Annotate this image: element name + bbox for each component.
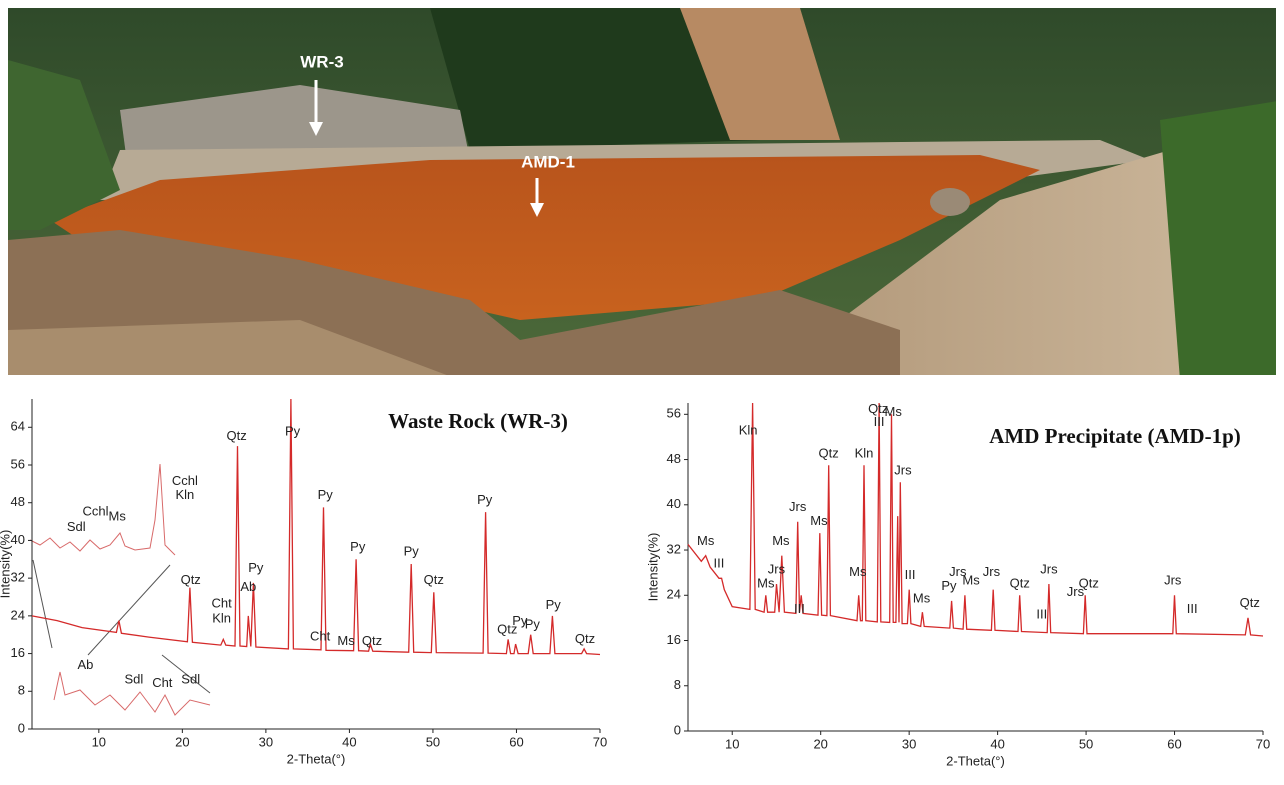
y-tick-label: 8 [18, 683, 25, 698]
peak-label: Jrs [894, 462, 912, 477]
peak-label: Py [404, 544, 420, 559]
y-tick-label: 24 [11, 607, 25, 622]
y-tick-label: 32 [11, 570, 25, 585]
x-tick-label: 30 [902, 736, 916, 751]
peak-label: Ms [913, 591, 931, 606]
x-tick-label: 40 [990, 736, 1004, 751]
peak-label: Ms [849, 564, 867, 579]
peak-label: Jrs [983, 564, 1001, 579]
peak-label: Kln [739, 423, 758, 438]
peak-label: Py [546, 597, 562, 612]
x-tick-label: 20 [813, 736, 827, 751]
chart-title: AMD Precipitate (AMD-1p) [989, 424, 1241, 448]
peak-label: III [1187, 601, 1198, 616]
peak-label: Cchl [172, 473, 198, 488]
peak-label: Sdl [181, 671, 200, 686]
peak-label: Ms [109, 508, 127, 523]
peak-label: III [905, 567, 916, 582]
peak-label: Py [477, 492, 493, 507]
x-tick-label: 70 [1256, 736, 1270, 751]
x-axis-title: 2-Theta(°) [287, 751, 346, 766]
peak-label: Ms [962, 573, 980, 588]
peak-label: III [874, 414, 885, 429]
peak-label: Qtz [819, 445, 839, 460]
x-tick-label: 10 [92, 734, 106, 749]
peak-label: Ms [337, 633, 355, 648]
y-tick-label: 48 [11, 494, 25, 509]
chart-title: Waste Rock (WR-3) [388, 409, 568, 433]
peak-label: Cht [152, 675, 173, 690]
peak-label: Qtz [1079, 575, 1099, 590]
peak-label: Qtz [227, 428, 247, 443]
x-tick-label: 40 [342, 734, 356, 749]
peak-label: III [794, 601, 805, 616]
photo-label: WR-3 [300, 52, 343, 71]
peak-label: Py [350, 539, 366, 554]
y-tick-label: 8 [674, 677, 681, 692]
peak-label: Py [525, 617, 541, 632]
peak-label: Sdl [67, 519, 86, 534]
y-tick-label: 64 [11, 419, 25, 434]
peak-label: Py [941, 578, 957, 593]
peak-label: Qtz [1240, 595, 1260, 610]
x-tick-label: 70 [593, 734, 607, 749]
y-axis-title: Intensity(%) [645, 533, 660, 602]
peak-label: Cht [211, 596, 232, 611]
x-tick-label: 50 [1079, 736, 1093, 751]
y-tick-label: 32 [667, 541, 681, 556]
y-tick-label: 24 [667, 587, 681, 602]
y-tick-label: 56 [667, 406, 681, 421]
peak-label: Jrs [1164, 573, 1182, 588]
y-tick-label: 16 [667, 632, 681, 647]
peak-label: Cchl [82, 504, 108, 519]
peak-label: Ms [697, 533, 715, 548]
y-axis-title: Intensity(%) [0, 530, 12, 599]
x-tick-label: 50 [426, 734, 440, 749]
peak-label: Ab [78, 657, 94, 672]
peak-label: Kln [212, 611, 231, 626]
peak-label: Cht [310, 629, 331, 644]
peak-label: III [714, 556, 725, 571]
peak-label: Py [285, 423, 301, 438]
peak-label: Qtz [181, 572, 201, 587]
peak-label: Jrs [1040, 561, 1058, 576]
peak-label: Qtz [1010, 575, 1030, 590]
peak-label: Py [248, 560, 264, 575]
y-tick-label: 48 [667, 451, 681, 466]
peak-label: Kln [175, 487, 194, 502]
y-tick-label: 0 [18, 720, 25, 735]
photo: WR-3 AMD-1 [8, 8, 1284, 380]
peak-label: Ms [810, 513, 828, 528]
photo-label: AMD-1 [521, 152, 575, 171]
x-axis-title: 2-Theta(°) [946, 753, 1005, 768]
y-tick-label: 0 [674, 722, 681, 737]
peak-label: Jrs [789, 499, 807, 514]
y-tick-label: 40 [11, 532, 25, 547]
peak-label: Ms [757, 575, 775, 590]
peak-label: Ab [240, 579, 256, 594]
peak-label: Qtz [575, 631, 595, 646]
peak-label: Kln [855, 445, 874, 460]
x-tick-label: 60 [509, 734, 523, 749]
peak-label: Ms [885, 404, 903, 419]
y-tick-label: 40 [667, 496, 681, 511]
peak-label: Qtz [424, 572, 444, 587]
y-tick-label: 16 [11, 645, 25, 660]
peak-label: Sdl [125, 671, 144, 686]
peak-label: III [1036, 607, 1047, 622]
peak-label: Py [318, 487, 334, 502]
x-tick-label: 10 [725, 736, 739, 751]
peak-label: Jrs [768, 561, 786, 576]
x-tick-label: 30 [259, 734, 273, 749]
figure: WR-3 AMD-1 0 8 16 24 32 40 48 56 64 10 20 30 40 50 60 7… [0, 0, 1284, 785]
x-tick-label: 60 [1167, 736, 1181, 751]
y-tick-label: 56 [11, 456, 25, 471]
x-tick-label: 20 [175, 734, 189, 749]
peak-label: Ms [772, 533, 790, 548]
peak-label: Qtz [362, 633, 382, 648]
